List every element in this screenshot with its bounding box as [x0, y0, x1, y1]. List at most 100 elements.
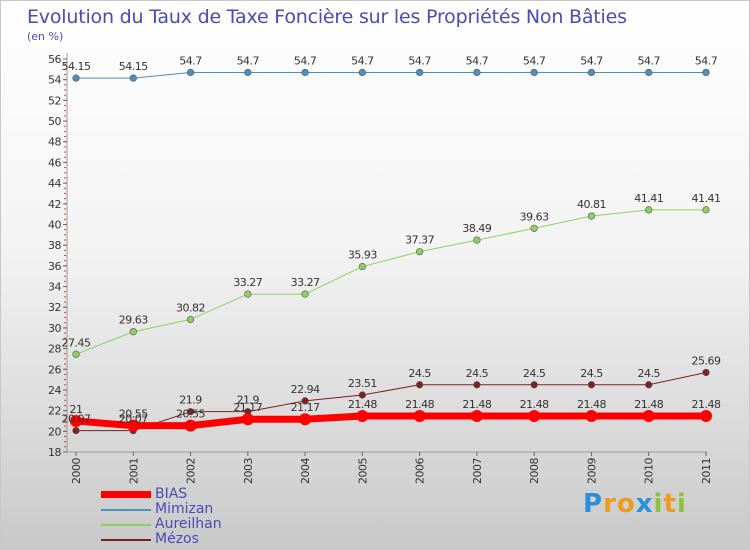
data-point-aureilhan: [473, 236, 481, 244]
data-point-aureilhan: [186, 315, 195, 324]
y-tick-label: 56: [48, 53, 61, 66]
brand-logo-letter: i: [676, 489, 687, 519]
data-label-mimizan: 54.7: [237, 54, 260, 67]
data-point-bias: [413, 410, 426, 423]
data-point-aureilhan: [587, 212, 596, 220]
data-point-mimizan: [72, 74, 80, 82]
data-label-bias: 21.17: [233, 401, 262, 414]
data-point-bias: [127, 419, 140, 432]
data-label-m-zos: 20.07: [119, 413, 148, 426]
data-label-aureilhan: 30.82: [176, 301, 205, 314]
data-point-bias: [241, 413, 254, 426]
data-label-bias: 21: [70, 403, 83, 416]
data-point-aureilhan: [244, 290, 252, 298]
x-tick-label: 2007: [471, 458, 484, 484]
data-label-mimizan: 54.7: [695, 54, 718, 67]
data-label-m-zos: 23.51: [348, 377, 377, 390]
data-point-mimizan: [358, 68, 366, 77]
x-tick-label: 2000: [70, 458, 83, 484]
data-label-bias: 21.48: [348, 398, 377, 411]
data-label-mimizan: 54.7: [523, 54, 546, 67]
data-label-m-zos: 21.9: [237, 394, 260, 407]
data-point-bias: [356, 410, 369, 423]
data-label-bias: 21.48: [577, 398, 606, 411]
data-point-m-zos: [72, 426, 80, 435]
legend-swatch: [101, 509, 151, 511]
data-label-aureilhan: 33.27: [233, 276, 262, 289]
data-label-m-zos: 24.5: [580, 367, 603, 380]
data-label-aureilhan: 41.41: [634, 192, 663, 205]
data-point-mimizan: [587, 68, 596, 77]
data-label-aureilhan: 35.93: [348, 249, 377, 262]
legend-label: Aureilhan: [155, 516, 222, 532]
x-tick-label: 2003: [242, 458, 255, 484]
data-label-m-zos: 24.5: [408, 367, 431, 380]
data-point-mimizan: [702, 68, 710, 77]
y-tick-label: 40: [48, 218, 61, 231]
data-label-aureilhan: 29.63: [119, 314, 148, 327]
data-label-m-zos: 24.5: [523, 367, 546, 380]
data-label-aureilhan: 38.49: [462, 222, 491, 235]
y-tick-label: 28: [48, 343, 61, 356]
x-tick-label: 2005: [356, 458, 369, 484]
x-tick-label: 2008: [528, 458, 541, 484]
chart-title: Evolution du Taux de Taxe Foncière sur l…: [27, 6, 627, 28]
y-tick-label: 52: [48, 94, 61, 107]
data-label-mimizan: 54.7: [294, 54, 317, 67]
y-axis-unit-label: (en %): [27, 30, 64, 43]
data-point-mimizan: [186, 68, 195, 77]
x-tick-label: 2011: [700, 458, 713, 484]
y-tick-label: 42: [48, 198, 61, 211]
data-point-mimizan: [129, 74, 137, 82]
data-point-bias: [585, 410, 598, 423]
y-tick-label: 32: [48, 301, 61, 314]
brand-logo-letter: x: [635, 489, 654, 519]
y-tick-label: 48: [48, 136, 61, 149]
data-point-aureilhan: [72, 350, 80, 358]
data-point-m-zos: [358, 391, 366, 399]
data-label-aureilhan: 40.81: [577, 198, 606, 211]
legend-swatch: [101, 524, 151, 526]
data-point-mimizan: [530, 68, 538, 77]
data-label-aureilhan: 41.41: [692, 192, 721, 205]
y-tick-label: 44: [48, 177, 61, 190]
data-point-m-zos: [301, 397, 309, 405]
data-label-mimizan: 54.15: [119, 60, 148, 73]
data-point-mimizan: [416, 68, 424, 77]
brand-logo-letter: P: [583, 489, 604, 519]
data-label-bias: 21.17: [291, 401, 320, 414]
data-label-m-zos: 24.5: [637, 367, 660, 380]
y-tick-label: 22: [48, 405, 61, 418]
data-label-mimizan: 54.7: [637, 54, 660, 67]
data-label-mimizan: 54.7: [408, 54, 431, 67]
data-label-aureilhan: 27.45: [62, 336, 91, 349]
series-line-m-zos: [75, 371, 707, 432]
data-label-m-zos: 21.9: [179, 394, 202, 407]
data-label-m-zos: 20.07: [62, 413, 91, 426]
data-label-mimizan: 54.15: [62, 60, 91, 73]
brand-logo-letter: r: [603, 489, 617, 519]
data-point-bias: [528, 410, 541, 423]
legend-label: Mézos: [155, 531, 199, 547]
data-point-bias: [470, 410, 483, 423]
data-label-bias: 21.48: [634, 398, 663, 411]
data-point-m-zos: [473, 381, 481, 389]
data-point-m-zos: [186, 408, 195, 416]
series-line-mimizan: [75, 71, 707, 79]
brand-logo-letter: i: [653, 489, 664, 519]
y-tick-label: 34: [48, 281, 61, 294]
data-label-mimizan: 54.7: [179, 54, 202, 67]
y-tick-label: 50: [48, 115, 61, 128]
data-point-aureilhan: [129, 328, 137, 336]
series-line-aureilhan: [75, 209, 707, 355]
data-point-m-zos: [416, 381, 424, 389]
legend-label: BIAS: [155, 486, 188, 502]
data-point-m-zos: [530, 381, 538, 389]
data-label-bias: 20.55: [119, 408, 148, 421]
x-tick-label: 2002: [185, 458, 198, 484]
data-label-mimizan: 54.7: [351, 54, 374, 67]
x-tick-label: 2001: [127, 458, 140, 484]
y-tick-label: 24: [48, 384, 61, 397]
data-point-aureilhan: [416, 248, 424, 256]
y-tick-label: 36: [48, 260, 61, 273]
